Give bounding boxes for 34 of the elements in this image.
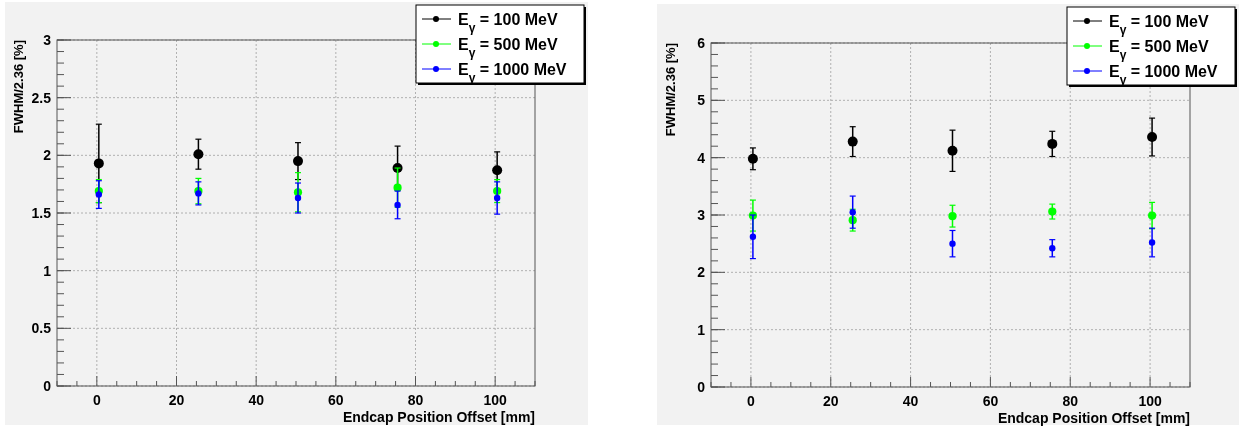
x-tick-label: 20 bbox=[168, 392, 185, 408]
x-axis-title: Endcap Position Offset [mm] bbox=[342, 409, 535, 425]
y-axis-title: FWHM/2.36 [%] bbox=[663, 43, 678, 137]
x-tick-label: 60 bbox=[328, 392, 344, 408]
x-tick-label: 80 bbox=[407, 392, 424, 408]
y-tick-label: 6 bbox=[697, 35, 706, 51]
x-tick-label: 40 bbox=[902, 393, 919, 409]
legend-label: E$_{γ}$ = 100 MeV bbox=[1109, 13, 1209, 37]
legend-label: E$_{γ}$ = 100 MeV bbox=[458, 11, 558, 35]
y-tick-label: 1.5 bbox=[31, 205, 52, 221]
y-axis-title: FWHM/2.36 [%] bbox=[11, 40, 26, 134]
y-tick-label: 1 bbox=[43, 262, 52, 279]
x-tick-label: 0 bbox=[92, 392, 101, 408]
y-tick-label: 5 bbox=[697, 92, 706, 109]
y-tick-label: 3 bbox=[43, 32, 52, 48]
x-tick-label: 20 bbox=[822, 393, 839, 409]
x-tick-label: 100 bbox=[483, 392, 508, 408]
y-tick-label: 4 bbox=[697, 149, 706, 166]
y-tick-label: 0 bbox=[43, 378, 52, 394]
x-tick-label: 80 bbox=[1062, 393, 1079, 409]
y-tick-label: 3 bbox=[697, 207, 706, 223]
x-axis-title: Endcap Position Offset [mm] bbox=[997, 410, 1190, 426]
y-tick-label: 1 bbox=[697, 321, 706, 338]
y-tick-label: 2.5 bbox=[31, 89, 52, 106]
x-tick-label: 60 bbox=[982, 393, 999, 409]
y-tick-label: 0 bbox=[697, 379, 706, 395]
x-tick-label: 40 bbox=[248, 392, 265, 408]
y-tick-label: 2 bbox=[43, 147, 52, 164]
y-tick-label: 0.5 bbox=[31, 320, 52, 337]
x-tick-label: 100 bbox=[1138, 393, 1162, 409]
legend-label: E$_{γ}$ = 500 MeV bbox=[1109, 38, 1209, 62]
y-tick-label: 2 bbox=[697, 264, 706, 281]
legend-label: E$_{γ}$ = 500 MeV bbox=[458, 36, 558, 60]
x-tick-label: 0 bbox=[747, 393, 756, 409]
